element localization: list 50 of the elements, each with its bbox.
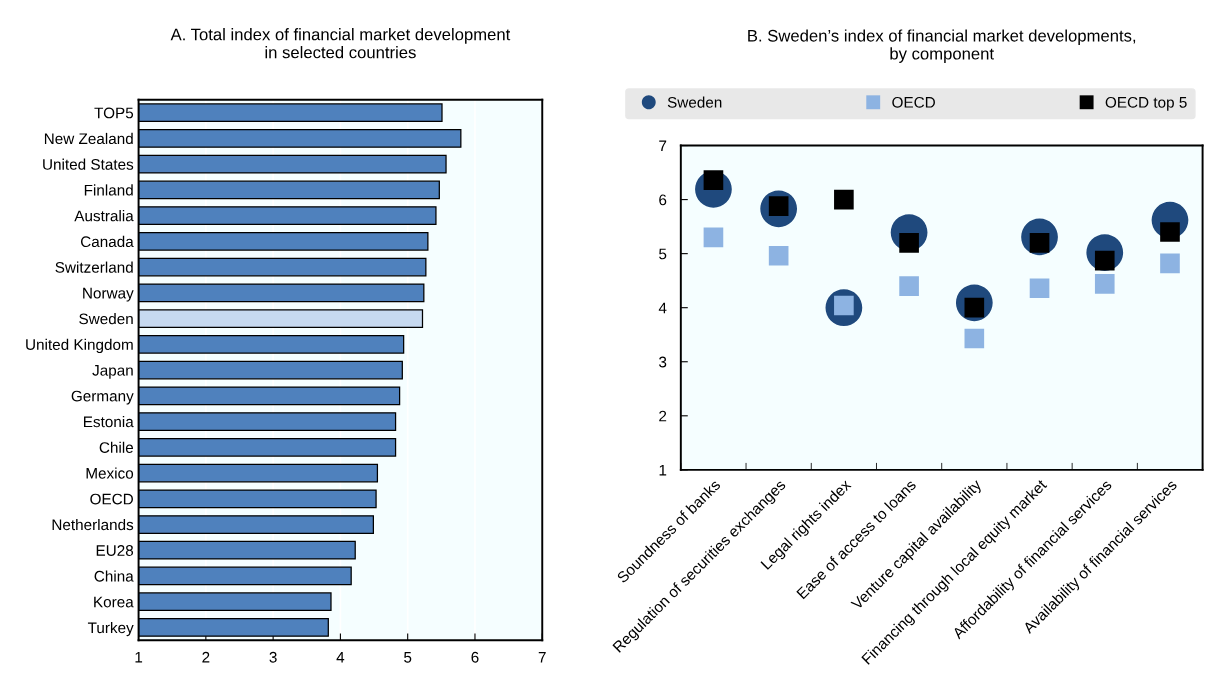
y-tick-label: 6: [659, 194, 667, 206]
x-tick-label: 4: [336, 652, 345, 663]
point: [964, 328, 985, 349]
point: [768, 245, 789, 266]
y-tick-label: China: [94, 570, 134, 582]
y-tick-label: TOP5: [94, 107, 134, 119]
y-tick-label: Canada: [80, 235, 134, 248]
y-tick-label: Switzerland: [55, 261, 133, 273]
y-tick-label: Japan: [92, 365, 133, 379]
y-tick-label: 2: [659, 410, 667, 422]
x-tick-label: 5: [404, 652, 412, 663]
point: [1094, 274, 1115, 294]
x-tick-label: 7: [538, 652, 546, 663]
point: [1160, 253, 1180, 274]
y-tick-label: EU28: [96, 545, 134, 556]
y-tick-label: Netherlands: [52, 518, 134, 531]
y-tick-label: 3: [659, 356, 667, 368]
y-tick-label: Sweden: [79, 313, 133, 325]
y-tick-label: Finland: [84, 184, 133, 196]
y-tick-label: Turkey: [87, 621, 134, 637]
y-tick-label: Chile: [99, 441, 134, 453]
point: [1160, 222, 1180, 242]
x-tick-label: 1: [135, 652, 143, 663]
y-tick-label: 5: [659, 248, 667, 260]
point: [834, 189, 854, 210]
y-tick-label: 7: [659, 140, 667, 152]
y-tick-label: Norway: [83, 287, 134, 302]
x-tick-label: 6: [471, 651, 479, 663]
y-tick-label: Germany: [71, 390, 134, 405]
y-tick-label: Australia: [74, 210, 134, 222]
y-tick-label: OECD: [90, 493, 133, 505]
point: [703, 227, 724, 248]
x-tick-label: 3: [269, 651, 277, 663]
legend-label: OECD top 5: [1105, 96, 1187, 111]
y-tick-label: Korea: [94, 596, 134, 608]
y-tick-label: Estonia: [84, 416, 134, 428]
point: [1029, 278, 1050, 299]
chart-title: A. Total index of financial market development in selected countries: [170, 28, 511, 59]
x-tick-label: 2: [202, 651, 210, 663]
chart-title: B. Sweden’s index of financial market developments, by component: [748, 29, 1136, 63]
point: [899, 233, 919, 253]
y-tick-label: Mexico: [86, 467, 134, 479]
y-tick-label: 4: [658, 302, 667, 314]
y-tick-label: 1: [659, 464, 667, 476]
y-tick-label: United Kingdom: [26, 338, 133, 354]
y-tick-label: United States: [43, 158, 134, 170]
y-tick-label: New Zealand: [44, 132, 133, 145]
legend-label: OECD: [892, 96, 935, 108]
legend-label: Sweden: [667, 96, 722, 108]
point: [899, 276, 919, 296]
